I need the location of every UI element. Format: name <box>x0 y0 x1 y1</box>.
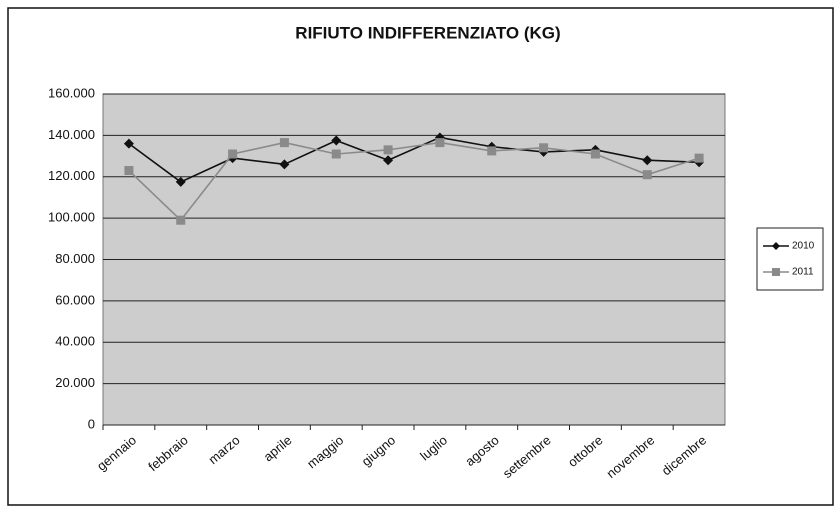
chart-title: RIFIUTO INDIFFERENZIATO (KG) <box>295 23 560 42</box>
y-tick-label: 60.000 <box>55 292 95 307</box>
y-tick-label: 120.000 <box>48 168 95 183</box>
marker <box>123 138 134 149</box>
marker <box>642 155 653 166</box>
marker <box>642 170 652 180</box>
y-tick-label: 80.000 <box>55 251 95 266</box>
marker <box>124 166 134 176</box>
legend-box <box>756 227 824 291</box>
legend-label: 2011 <box>792 267 814 278</box>
marker <box>383 155 394 166</box>
marker <box>175 176 186 187</box>
series-line <box>128 141 700 222</box>
marker <box>279 138 289 148</box>
marker <box>539 143 549 153</box>
y-tick-label: 20.000 <box>55 375 95 390</box>
marker <box>279 159 290 170</box>
y-tick-label: 0 <box>88 416 95 431</box>
marker <box>228 149 238 159</box>
legend-marker <box>772 268 780 276</box>
legend-marker <box>772 242 780 250</box>
marker <box>383 145 393 155</box>
series-line <box>128 136 700 183</box>
marker <box>331 135 342 146</box>
marker <box>331 149 341 159</box>
y-tick-label: 160.000 <box>48 85 95 100</box>
y-tick-label: 100.000 <box>48 210 95 225</box>
marker <box>487 146 497 156</box>
marker <box>590 149 600 159</box>
marker <box>176 215 186 225</box>
marker <box>694 153 704 163</box>
legend-label: 2010 <box>792 241 815 252</box>
y-tick-label: 140.000 <box>48 127 95 142</box>
marker <box>435 138 445 148</box>
y-tick-label: 40.000 <box>55 334 95 349</box>
